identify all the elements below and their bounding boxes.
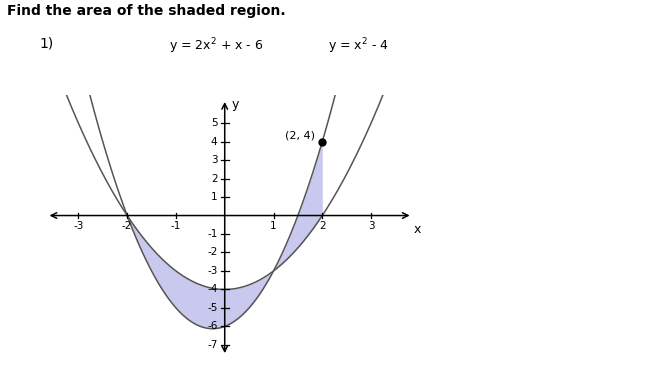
Text: Find the area of the shaded region.: Find the area of the shaded region. [7, 4, 285, 18]
Text: x: x [414, 223, 421, 236]
Text: -4: -4 [207, 284, 217, 294]
Text: -2: -2 [122, 221, 133, 231]
Text: -1: -1 [207, 229, 217, 239]
Text: (2, 4): (2, 4) [285, 131, 315, 141]
Text: y = x$^2$ - 4: y = x$^2$ - 4 [328, 37, 389, 56]
Text: -3: -3 [73, 221, 83, 231]
Text: -3: -3 [207, 266, 217, 276]
Text: 3: 3 [368, 221, 375, 231]
Text: -1: -1 [171, 221, 181, 231]
Text: 3: 3 [211, 155, 217, 165]
Text: -2: -2 [207, 247, 217, 258]
Text: 1: 1 [211, 192, 217, 202]
Text: y: y [232, 98, 239, 111]
Text: -7: -7 [207, 340, 217, 350]
Text: 1): 1) [39, 37, 54, 51]
Text: 2: 2 [211, 174, 217, 184]
Text: -5: -5 [207, 303, 217, 313]
Text: 1: 1 [270, 221, 277, 231]
Text: -6: -6 [207, 321, 217, 331]
Text: 4: 4 [211, 137, 217, 146]
Text: 5: 5 [211, 118, 217, 128]
Text: 2: 2 [319, 221, 325, 231]
Text: y = 2x$^2$ + x - 6: y = 2x$^2$ + x - 6 [169, 37, 264, 56]
